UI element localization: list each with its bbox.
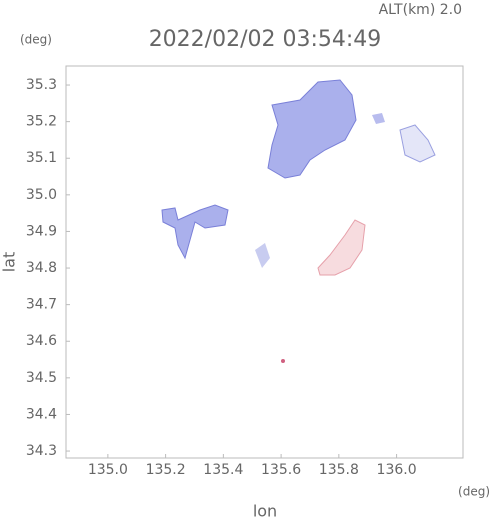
y-axis-label: lat: [0, 252, 19, 273]
x-tick-label: 135.0: [88, 462, 128, 478]
x-tick-label: 135.2: [146, 462, 186, 478]
x-unit: (deg): [458, 485, 490, 499]
chart-title: 2022/02/02 03:54:49: [149, 27, 382, 52]
y-tick-label: 34.8: [26, 260, 57, 276]
y-tick-label: 34.5: [26, 370, 57, 386]
x-tick-label: 136.0: [377, 462, 417, 478]
echo-cell: [255, 243, 270, 268]
echo-cell: [317, 219, 366, 276]
y-tick-label: 35.2: [26, 114, 57, 130]
y-tick-label: 35.3: [26, 77, 57, 93]
echo-cell: [399, 124, 436, 163]
x-tick-label: 135.6: [261, 462, 301, 478]
echo-cell: [281, 359, 285, 363]
y-unit: (deg): [20, 33, 52, 47]
echo-cell: [161, 204, 229, 260]
y-tick-label: 35.0: [26, 187, 57, 203]
echo-cell: [267, 79, 357, 179]
x-axis-label: lon: [253, 502, 277, 521]
y-tick-label: 35.1: [26, 150, 57, 166]
y-tick-label: 34.4: [26, 406, 57, 422]
y-tick-label: 34.7: [26, 297, 57, 313]
radar-echo: [161, 79, 436, 363]
y-tick-label: 34.6: [26, 333, 57, 349]
echo-cell: [372, 113, 385, 124]
x-tick-label: 135.8: [319, 462, 359, 478]
altitude-label: ALT(km) 2.0: [379, 2, 462, 18]
plot-frame: [65, 65, 464, 459]
y-tick-label: 34.3: [26, 443, 57, 459]
x-tick-label: 135.4: [203, 462, 243, 478]
y-tick-label: 34.9: [26, 223, 57, 239]
